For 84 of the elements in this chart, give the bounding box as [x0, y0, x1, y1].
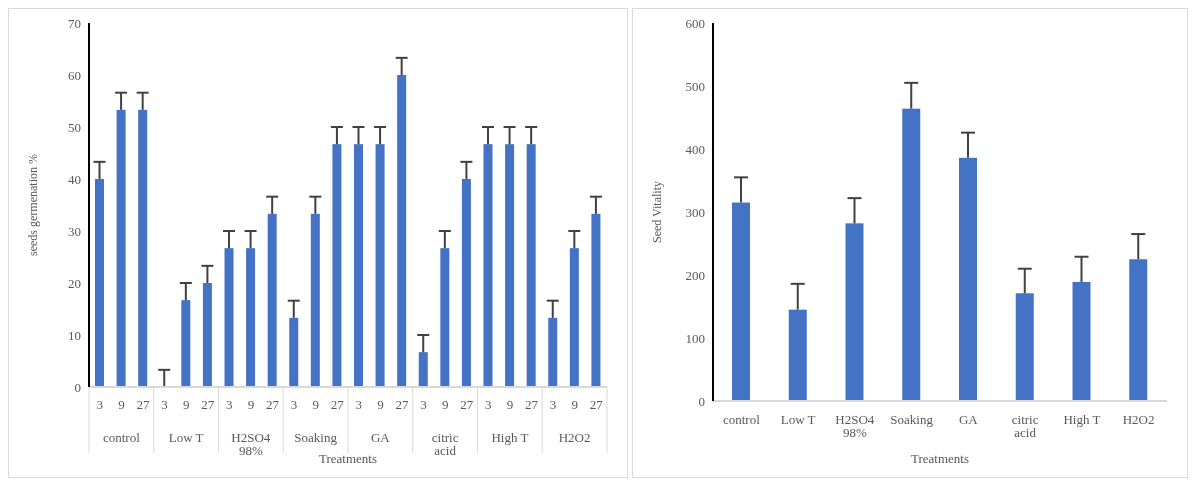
- x-tick-label: Low T: [780, 412, 816, 428]
- bar: [959, 157, 977, 401]
- bar: [332, 144, 342, 387]
- bar: [95, 179, 104, 387]
- bar: [526, 144, 536, 387]
- bar: [548, 317, 558, 387]
- bar: [788, 309, 807, 401]
- bar: [116, 109, 126, 387]
- y-tick-label: 300: [685, 204, 705, 220]
- bar: [289, 317, 299, 387]
- bar: [246, 248, 256, 387]
- bar: [461, 179, 471, 387]
- x-tick-label: 9: [506, 397, 514, 412]
- bar: [1072, 281, 1091, 401]
- x-axis-title: Treatments: [910, 451, 970, 466]
- bar: [418, 352, 428, 387]
- x-tick-label: 27: [201, 397, 215, 412]
- x-tick-label: 3: [549, 397, 557, 412]
- x-tick-label: citric acid: [1011, 412, 1039, 441]
- x-tick-label: 3: [420, 397, 427, 412]
- x-tick-label: 9: [571, 397, 578, 412]
- bar: [354, 144, 363, 387]
- x-tick-label: 27: [589, 397, 604, 412]
- x-tick-label: 3: [290, 397, 298, 412]
- bar: [224, 248, 234, 387]
- bar: [375, 144, 385, 387]
- y-axis-title: Seed Vitality: [650, 180, 665, 244]
- bar: [138, 109, 148, 387]
- x-tick-label: 27: [524, 397, 539, 412]
- x-tick-label: 3: [355, 397, 363, 412]
- x-tick-label: 9: [182, 397, 190, 412]
- bar: [845, 223, 864, 401]
- x-tick-label: 3: [161, 397, 168, 412]
- x-tick-label: 27: [395, 397, 409, 412]
- bar: [310, 213, 320, 387]
- y-tick-label: 30: [68, 223, 81, 239]
- bar: [181, 300, 191, 387]
- x-tick-label: GA: [958, 412, 979, 428]
- y-tick-label: 10: [68, 327, 81, 343]
- bar: [505, 144, 515, 387]
- bar: [591, 213, 601, 387]
- bar: [569, 248, 579, 387]
- x-tick-label: 3: [485, 397, 492, 412]
- y-tick-label: 100: [685, 330, 705, 346]
- x-tick-label: 27: [136, 397, 150, 412]
- y-tick-label: 40: [68, 171, 81, 187]
- y-tick-label: 70: [68, 15, 81, 31]
- x-tick-label: 9: [312, 397, 319, 412]
- y-tick-label: 200: [685, 267, 705, 283]
- x-tick-label: 27: [265, 397, 280, 412]
- x-tick-label: 27: [330, 397, 345, 412]
- bar: [267, 213, 277, 387]
- y-tick-label: 400: [685, 141, 705, 157]
- y-tick-label: 60: [68, 67, 81, 83]
- bar: [902, 108, 921, 401]
- y-tick-label: 50: [68, 119, 81, 135]
- y-tick-label: 0: [74, 379, 81, 395]
- y-tick-label: 0: [698, 393, 705, 409]
- x-tick-label: H2O2: [1122, 412, 1155, 428]
- x-tick-label: 9: [377, 397, 384, 412]
- bar: [1129, 259, 1148, 401]
- x-tick-label: High T: [1063, 412, 1101, 428]
- x-tick-label: 3: [226, 397, 233, 412]
- x-tick-label: 3: [96, 397, 104, 412]
- bar: [483, 144, 493, 387]
- bar: [397, 75, 407, 387]
- y-tick-label: 600: [685, 15, 705, 31]
- y-axis-title: seeds germenation %: [26, 154, 41, 256]
- x-tick-label: Soaking: [890, 412, 934, 428]
- x-axis-title: Treatments: [318, 451, 378, 466]
- y-tick-label: 500: [685, 78, 705, 94]
- bar: [1015, 293, 1034, 401]
- x-tick-label: 9: [247, 397, 255, 412]
- x-tick-label: H2SO4 98%: [835, 412, 875, 441]
- x-tick-label: 9: [441, 397, 449, 412]
- text: H2SO4 98%: [231, 430, 271, 459]
- bar: [440, 248, 450, 387]
- text: citric acid: [431, 430, 459, 459]
- bar: [732, 202, 750, 401]
- y-tick-label: 20: [68, 275, 81, 291]
- x-tick-label: control: [722, 412, 761, 428]
- x-tick-label: 9: [118, 397, 125, 412]
- bar: [202, 283, 212, 387]
- x-tick-label: 27: [460, 397, 474, 412]
